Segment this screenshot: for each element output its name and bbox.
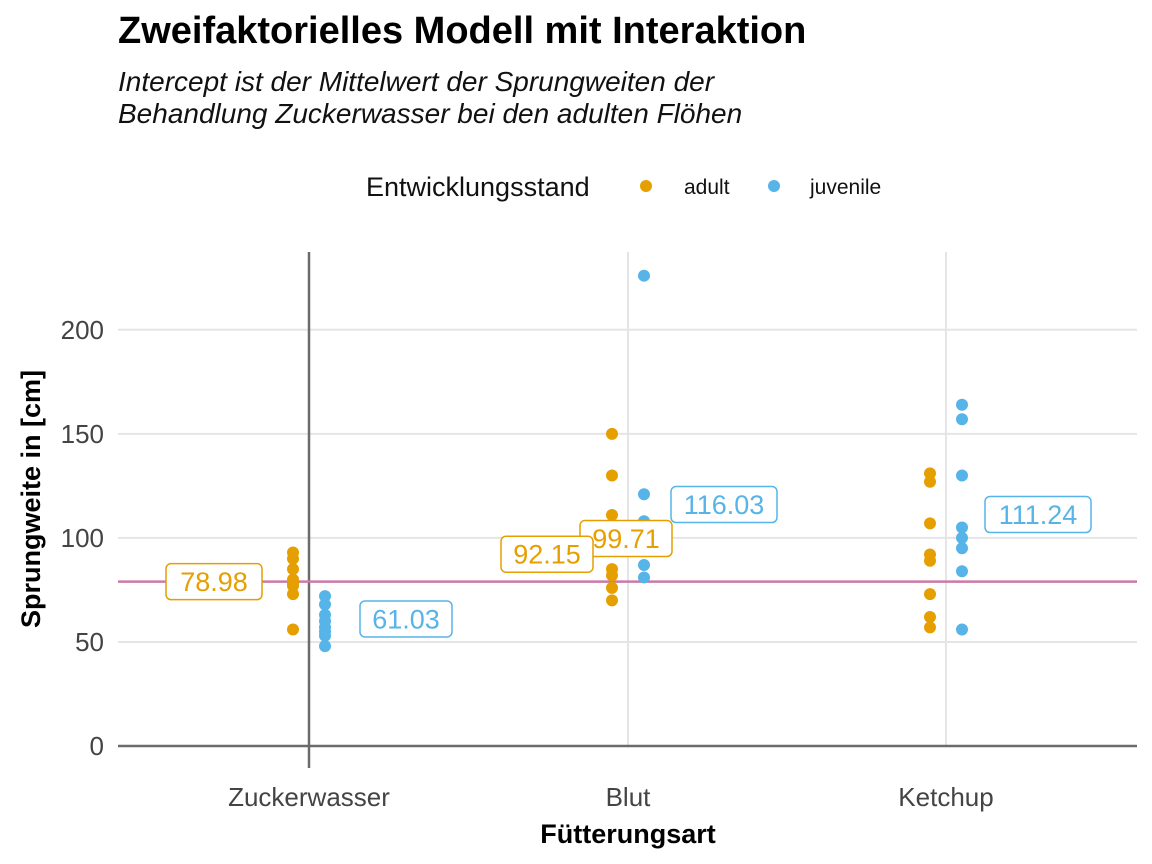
mean-label-box-adult-zuckerwasser [165, 562, 263, 601]
legend-label-adult: adult [684, 176, 730, 199]
point-juvenile-ketchup-3 [956, 521, 968, 534]
chart-subtitle: Intercept ist der Mittelwert der Sprungw… [118, 66, 742, 130]
mean-label-juvenile-ketchup: 111.24 [999, 500, 1078, 530]
point-adult-ketchup-2 [924, 517, 936, 530]
point-juvenile-blut-7 [638, 571, 650, 584]
mean-label-adult-ketchup: 92.15 [513, 540, 581, 570]
point-juvenile-ketchup-0 [956, 398, 968, 411]
y-tick-label-100: 100 [61, 523, 104, 553]
point-adult-ketchup-5 [924, 588, 936, 601]
point-juvenile-zuckerwasser-6 [319, 629, 331, 642]
mean-label-adult-zuckerwasser: 78.98 [180, 567, 248, 597]
y-tick-label-0: 0 [90, 731, 104, 761]
x-tick-label-blut: Blut [606, 782, 652, 812]
x-axis-title: Fütterungsart [540, 819, 716, 849]
mean-label-box-juvenile-ketchup [984, 495, 1092, 534]
legend: Entwicklungsstand adult juvenile [0, 170, 1152, 204]
mean-label-box-juvenile-blut [670, 485, 778, 524]
point-juvenile-ketchup-7 [956, 623, 968, 636]
mean-label-adult-blut: 99.71 [592, 524, 660, 554]
mean-label-box-juvenile-zuckerwasser [359, 600, 453, 638]
y-tick-label-200: 200 [61, 315, 104, 345]
point-juvenile-ketchup-2 [956, 469, 968, 482]
point-adult-ketchup-0 [924, 467, 936, 480]
legend-title: Entwicklungsstand [366, 172, 590, 202]
point-juvenile-zuckerwasser-0 [319, 590, 331, 603]
subtitle-line-2: Behandlung Zuckerwasser bei den adulten … [118, 98, 743, 129]
x-tick-label-ketchup: Ketchup [898, 782, 993, 812]
point-juvenile-ketchup-4 [956, 531, 968, 544]
y-axis-title: Sprungweite in [cm] [16, 370, 46, 628]
point-juvenile-ketchup-5 [956, 542, 968, 555]
mean-label-box-adult-ketchup [500, 535, 594, 573]
point-adult-blut-0 [606, 427, 618, 440]
point-adult-zuckerwasser-1 [287, 552, 299, 565]
chart-title: Zweifaktorielles Modell mit Interaktion [118, 10, 807, 52]
point-adult-ketchup-1 [924, 475, 936, 488]
point-juvenile-zuckerwasser-7 [319, 640, 331, 653]
legend-label-juvenile: juvenile [810, 176, 882, 199]
point-juvenile-zuckerwasser-1 [319, 598, 331, 611]
point-adult-zuckerwasser-5 [287, 579, 299, 592]
point-adult-blut-7 [606, 594, 618, 607]
point-adult-zuckerwasser-6 [287, 588, 299, 601]
point-adult-blut-1 [606, 469, 618, 482]
y-tick-label-150: 150 [61, 419, 104, 449]
point-adult-ketchup-4 [924, 554, 936, 567]
y-tick-label-50: 50 [75, 627, 104, 657]
point-juvenile-ketchup-6 [956, 565, 968, 578]
point-adult-blut-5 [606, 569, 618, 582]
point-adult-ketchup-6 [924, 610, 936, 623]
point-juvenile-blut-6 [638, 558, 650, 571]
point-adult-blut-2 [606, 509, 618, 522]
legend-key-juvenile [768, 180, 780, 192]
point-juvenile-ketchup-1 [956, 413, 968, 426]
mean-label-juvenile-blut: 116.03 [684, 490, 765, 520]
point-juvenile-blut-0 [638, 269, 650, 282]
point-juvenile-blut-1 [638, 488, 650, 501]
legend-key-adult [640, 180, 652, 192]
point-adult-ketchup-7 [924, 621, 936, 634]
point-adult-blut-6 [606, 581, 618, 594]
point-adult-zuckerwasser-7 [287, 623, 299, 636]
subtitle-line-1: Intercept ist der Mittelwert der Sprungw… [118, 66, 715, 97]
mean-label-juvenile-zuckerwasser: 61.03 [372, 604, 440, 634]
x-tick-label-zuckerwasser: Zuckerwasser [228, 782, 390, 812]
point-adult-zuckerwasser-2 [287, 563, 299, 576]
